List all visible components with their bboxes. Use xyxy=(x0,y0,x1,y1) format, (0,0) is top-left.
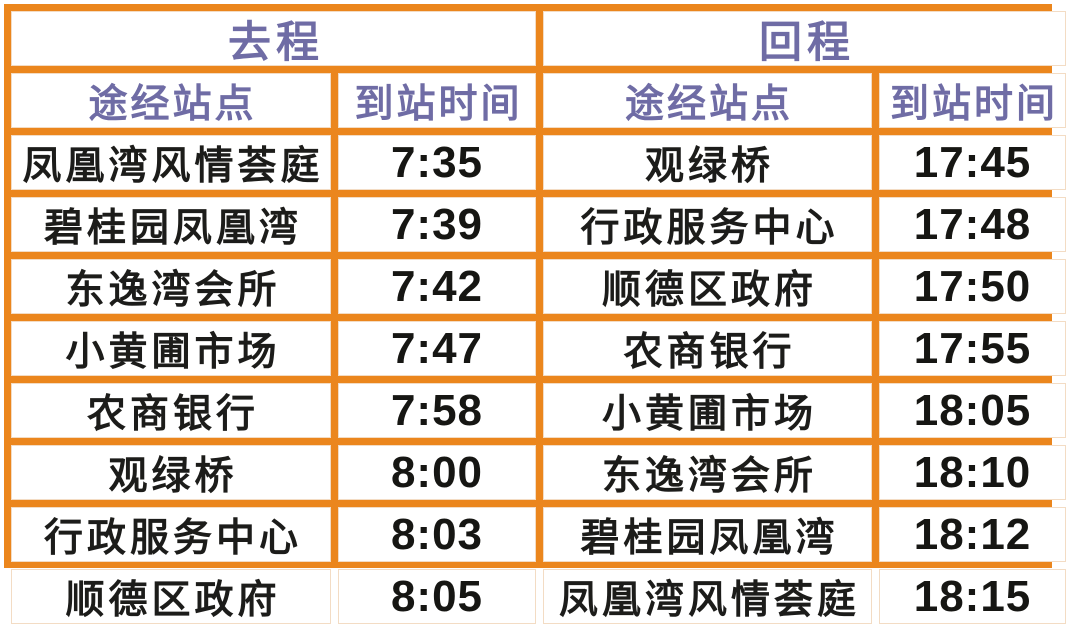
station-cell: 顺德区政府 xyxy=(543,259,872,314)
station-cell: 行政服务中心 xyxy=(11,507,331,562)
station-cell: 农商银行 xyxy=(543,321,872,376)
station-cell: 凤凰湾风情荟庭 xyxy=(11,135,331,190)
time-cell: 17:55 xyxy=(879,321,1066,376)
station-cell: 小黄圃市场 xyxy=(11,321,331,376)
station-cell: 东逸湾会所 xyxy=(11,259,331,314)
inbound-title: 回程 xyxy=(543,11,1066,66)
inbound-station-column-header: 途经站点 xyxy=(543,73,872,128)
time-cell: 18:15 xyxy=(879,569,1066,624)
time-cell: 18:12 xyxy=(879,507,1066,562)
outbound-time-column-header: 到站时间 xyxy=(338,73,536,128)
time-cell: 7:58 xyxy=(338,383,536,438)
station-cell: 小黄圃市场 xyxy=(543,383,872,438)
outbound-station-column-header: 途经站点 xyxy=(11,73,331,128)
time-cell: 18:05 xyxy=(879,383,1066,438)
station-cell: 农商银行 xyxy=(11,383,331,438)
time-cell: 17:50 xyxy=(879,259,1066,314)
time-cell: 8:05 xyxy=(338,569,536,624)
time-cell: 8:00 xyxy=(338,445,536,500)
time-cell: 18:10 xyxy=(879,445,1066,500)
time-cell: 8:03 xyxy=(338,507,536,562)
station-cell: 东逸湾会所 xyxy=(543,445,872,500)
time-cell: 17:45 xyxy=(879,135,1066,190)
station-cell: 碧桂园凤凰湾 xyxy=(543,507,872,562)
station-cell: 行政服务中心 xyxy=(543,197,872,252)
bus-timetable-grid: 去程 回程 途经站点 到站时间 途经站点 到站时间 凤凰湾风情荟庭 7:35 观… xyxy=(4,4,1066,624)
station-cell: 凤凰湾风情荟庭 xyxy=(543,569,872,624)
station-cell: 顺德区政府 xyxy=(11,569,331,624)
station-cell: 观绿桥 xyxy=(543,135,872,190)
outbound-title: 去程 xyxy=(11,11,536,66)
time-cell: 7:35 xyxy=(338,135,536,190)
station-cell: 观绿桥 xyxy=(11,445,331,500)
station-cell: 碧桂园凤凰湾 xyxy=(11,197,331,252)
time-cell: 7:42 xyxy=(338,259,536,314)
time-cell: 7:47 xyxy=(338,321,536,376)
time-cell: 7:39 xyxy=(338,197,536,252)
inbound-time-column-header: 到站时间 xyxy=(879,73,1066,128)
time-cell: 17:48 xyxy=(879,197,1066,252)
